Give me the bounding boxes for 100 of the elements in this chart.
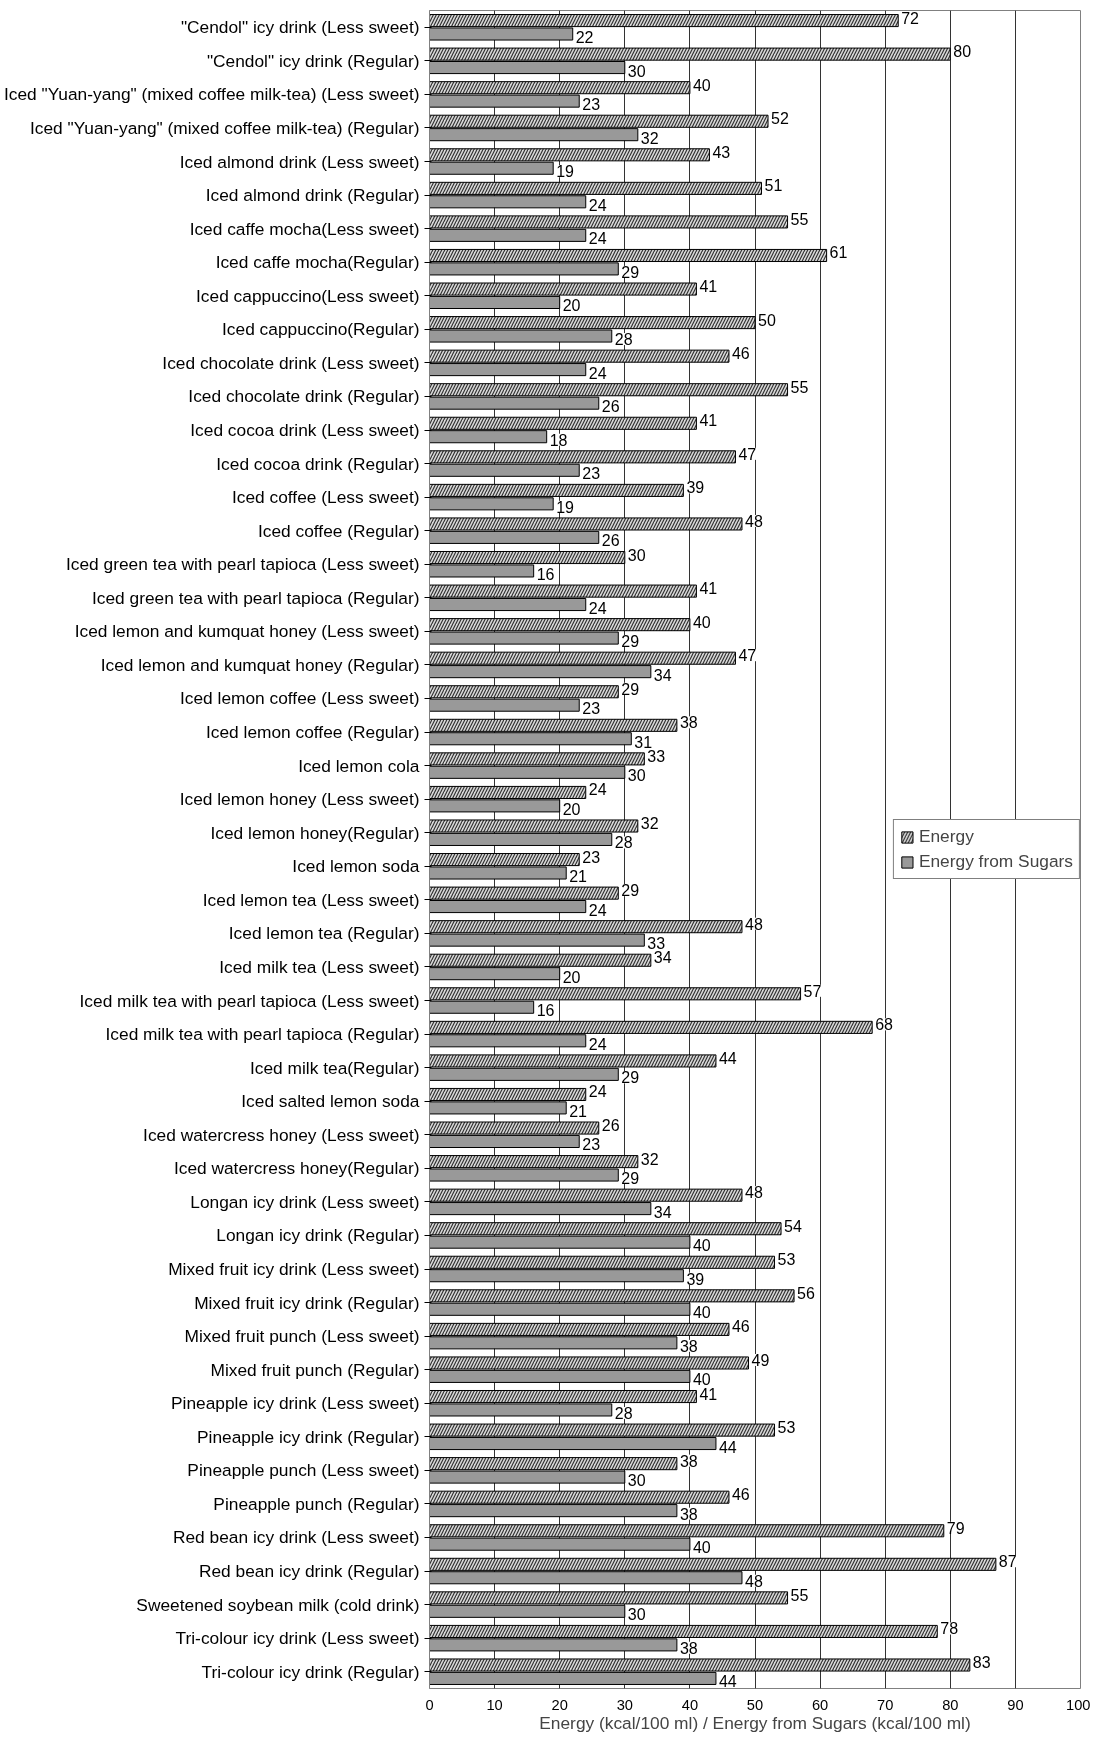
y-tick-label: Iced salted lemon soda: [241, 1091, 420, 1112]
data-label: 47: [738, 445, 757, 463]
y-tick-label: Iced caffe mocha(Less sweet): [189, 218, 420, 239]
data-label: 20: [562, 297, 581, 315]
data-label: 32: [640, 1150, 659, 1168]
data-label: 32: [640, 129, 659, 147]
data-label: 26: [601, 1117, 620, 1135]
data-label: 53: [777, 1251, 796, 1269]
y-tick-label: Mixed fruit icy drink (Regular): [194, 1292, 420, 1313]
y-tick-label: Pineapple icy drink (Regular): [197, 1426, 420, 1447]
data-label: 18: [549, 431, 568, 449]
data-label: 83: [972, 1654, 991, 1672]
data-label: 44: [718, 1673, 737, 1691]
data-label: 24: [588, 599, 607, 617]
y-tick-label: Iced cappuccino(Less sweet): [196, 285, 420, 306]
y-tick-label: Iced almond drink (Regular): [205, 185, 420, 206]
data-label: 32: [640, 815, 659, 833]
data-label: 47: [738, 647, 757, 665]
data-label: 68: [875, 1016, 894, 1034]
data-label: 30: [627, 1606, 646, 1624]
y-tick-label: Tri-colour icy drink (Less sweet): [175, 1628, 420, 1649]
y-tick-label: Tri-colour icy drink (Regular): [201, 1661, 420, 1682]
data-label: 30: [627, 767, 646, 785]
x-tick-label: 80: [942, 1696, 959, 1713]
data-label: 16: [536, 565, 555, 583]
data-label: 38: [679, 1639, 698, 1657]
data-label: 28: [614, 834, 633, 852]
data-label: 41: [699, 278, 718, 296]
y-tick-label: Sweetened soybean milk (cold drink): [136, 1594, 420, 1615]
y-tick-label: Iced watercress honey (Less sweet): [143, 1124, 420, 1145]
y-tick-label: Iced "Yuan-yang" (mixed coffee milk-tea) (Regular): [29, 117, 420, 138]
data-label: 30: [627, 62, 646, 80]
data-label: 49: [751, 1351, 770, 1369]
legend-label: Energy: [918, 826, 974, 847]
y-tick-label: Iced cocoa drink (Less sweet): [190, 420, 420, 440]
data-label: 29: [621, 1069, 640, 1087]
data-label: 54: [784, 1217, 802, 1235]
data-label: 55: [790, 1586, 809, 1604]
y-tick-label: Iced chocolate drink (Regular): [188, 386, 420, 407]
data-label: 29: [621, 263, 640, 281]
data-label: 29: [621, 680, 640, 698]
data-label: 48: [744, 512, 763, 530]
data-label: 24: [588, 901, 607, 919]
data-label: 40: [692, 76, 711, 94]
data-label: 24: [588, 196, 607, 214]
data-label: 48: [744, 915, 763, 933]
y-tick-label: Longan icy drink (Regular): [216, 1225, 420, 1246]
y-tick-label: Longan icy drink (Less sweet): [190, 1191, 420, 1212]
data-label: 78: [940, 1620, 959, 1638]
y-tick-label: Iced lemon honey(Regular): [210, 822, 420, 843]
y-tick-label: Iced lemon and kumquat honey (Less sweet): [74, 621, 420, 642]
data-label: 20: [562, 800, 581, 818]
y-tick-label: Iced chocolate drink (Less sweet): [162, 352, 420, 373]
data-label: 23: [582, 1136, 601, 1154]
data-label: 20: [562, 968, 581, 986]
data-label: 51: [764, 177, 783, 195]
y-tick-label: Iced watercress honey(Regular): [173, 1158, 420, 1179]
y-tick-label: Iced milk tea with pearl tapioca (Regular): [105, 1024, 420, 1045]
x-tick-label: 40: [681, 1696, 699, 1713]
y-tick-label: Iced milk tea (Less sweet): [219, 956, 420, 977]
data-label: 21: [569, 1102, 588, 1120]
data-label: 57: [803, 982, 822, 1000]
data-label: 30: [627, 1472, 646, 1490]
data-label: 29: [621, 1170, 640, 1188]
data-label: 87: [998, 1553, 1017, 1571]
data-label: 34: [653, 949, 672, 967]
legend-label: Energy from Sugars: [918, 851, 1073, 872]
data-label: 23: [582, 848, 601, 866]
data-label: 46: [731, 1486, 750, 1504]
y-tick-label: Iced lemon soda: [292, 856, 420, 877]
data-label: 44: [718, 1049, 737, 1067]
data-label: 24: [588, 1083, 607, 1101]
data-label: 38: [679, 1452, 698, 1470]
data-label: 23: [582, 700, 601, 718]
data-label: 16: [536, 1002, 555, 1020]
y-tick-label: Pineapple punch (Regular): [213, 1493, 420, 1514]
y-tick-label: Mixed fruit punch (Regular): [210, 1359, 420, 1380]
data-label: 34: [653, 1203, 672, 1221]
data-label: 19: [556, 163, 575, 181]
data-label: 39: [686, 1270, 705, 1288]
data-label: 80: [953, 43, 972, 61]
data-label: 28: [614, 1404, 633, 1422]
y-tick-label: Iced lemon coffee (Regular): [206, 722, 420, 743]
data-label: 30: [627, 546, 646, 564]
y-tick-label: Iced caffe mocha(Regular): [215, 252, 420, 273]
data-label: 29: [621, 882, 640, 900]
data-label: 46: [731, 1318, 750, 1336]
x-tick-label: 70: [877, 1696, 894, 1713]
x-tick-label: 30: [616, 1696, 633, 1713]
data-label: 46: [731, 345, 750, 363]
data-label: 52: [771, 110, 789, 128]
y-tick-label: Pineapple icy drink (Less sweet): [171, 1393, 420, 1414]
y-tick-label: Iced milk tea(Regular): [250, 1057, 420, 1078]
data-label: 26: [601, 532, 620, 550]
data-label: 79: [946, 1519, 965, 1537]
data-label: 21: [569, 867, 588, 885]
data-label: 38: [679, 1505, 698, 1523]
y-tick-label: "Cendol" icy drink (Less sweet): [180, 17, 420, 38]
data-label: 40: [692, 1304, 711, 1322]
y-tick-label: Mixed fruit punch (Less sweet): [184, 1326, 420, 1347]
